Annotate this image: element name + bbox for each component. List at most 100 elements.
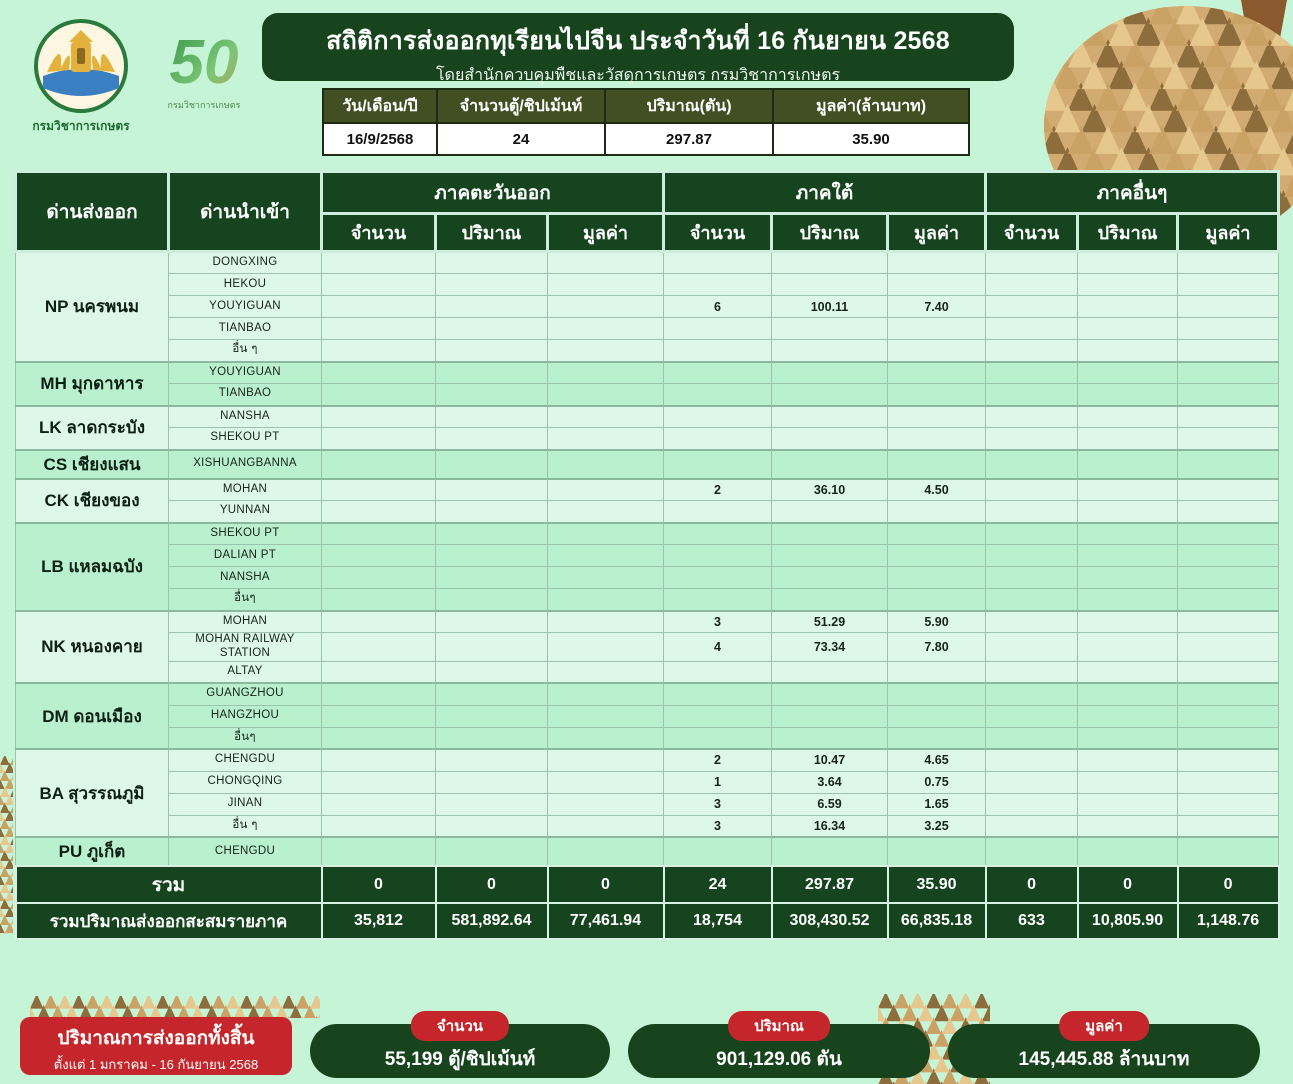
- value-cell: [886, 566, 987, 589]
- value-cell: [321, 566, 436, 589]
- value-cell: [547, 566, 664, 589]
- value-cell: [663, 726, 772, 750]
- value-cell: [321, 404, 436, 428]
- export-checkpoint-cell: CS เชียงแสน: [15, 448, 169, 479]
- value-cell: [985, 339, 1079, 362]
- table-row: TIANBAO: [16, 317, 1280, 340]
- value-cell: [1077, 770, 1179, 794]
- value-cell: [321, 273, 436, 296]
- value-cell: [321, 748, 436, 772]
- value-cell: [985, 726, 1079, 750]
- value-cell: [985, 814, 1079, 838]
- value-cell: [435, 339, 548, 362]
- title-banner: สถิติการส่งออกทุเรียนไปจีน ประจำวันที่ 1…: [262, 13, 1014, 84]
- table-row: ALTAY: [16, 660, 1280, 684]
- value-cell: [547, 660, 664, 684]
- cumulative-other-count: 633: [984, 902, 1079, 941]
- value-cell: [1177, 660, 1280, 684]
- value-cell: [663, 404, 772, 428]
- value-cell: [1077, 748, 1179, 772]
- value-cell: [1177, 632, 1280, 662]
- value-cell: [886, 521, 987, 545]
- value-cell: [435, 814, 548, 838]
- value-cell: [547, 317, 664, 340]
- table-row: NK หนองคาย MOHAN 3 51.29 5.90: [15, 609, 1280, 684]
- value-cell: [321, 477, 436, 501]
- table-row: JINAN 3 6.59 1.65: [16, 792, 1280, 816]
- total-other-count: 0: [984, 865, 1079, 905]
- import-port-cell: อื่นๆ: [168, 588, 322, 611]
- value-cell: [985, 609, 1079, 633]
- cumulative-south-volume: 308,430.52: [770, 902, 889, 941]
- value-cell: [547, 448, 664, 479]
- value-cell: [321, 360, 436, 384]
- value-cell: [435, 748, 548, 772]
- value-cell: [771, 704, 888, 728]
- cumulative-south-count: 18,754: [662, 902, 773, 941]
- export-checkpoint-header: ด่านส่งออก: [14, 170, 170, 253]
- cumulative-east-value: 77,461.94: [546, 902, 665, 941]
- value-cell: [1177, 792, 1280, 816]
- value-cell: [547, 588, 664, 611]
- value-cell: [547, 383, 664, 406]
- total-south-volume: 297.87: [770, 865, 889, 905]
- value-cell: [985, 588, 1079, 611]
- value-cell: [663, 544, 772, 567]
- value-cell: 6.59: [771, 792, 888, 816]
- metric-header-count: จำนวน: [984, 212, 1080, 253]
- total-row-label: รวม: [14, 865, 323, 905]
- grand-total-title: ปริมาณการส่งออกทั้งสิ้น: [57, 1028, 255, 1049]
- value-cell: [886, 448, 987, 479]
- value-cell: [1077, 273, 1179, 296]
- value-cell: [321, 814, 436, 838]
- table-row: MOHAN RAILWAY STATION 4 73.34 7.80: [16, 632, 1280, 662]
- value-cell: [547, 748, 664, 772]
- footer-pill-volume: ปริมาณ 901,129.06 ตัน: [628, 1011, 930, 1078]
- table-row: BA สุวรรณภูมิ CHENGDU 2 10.47 4.65: [15, 748, 1280, 838]
- cumulative-other-value: 1,148.76: [1176, 902, 1280, 941]
- table-row: LK ลาดกระบัง NANSHA: [15, 404, 1280, 450]
- import-port-cell: CHENGDU: [168, 748, 322, 772]
- value-cell: [1177, 383, 1280, 406]
- region-header-east: ภาคตะวันออก: [320, 170, 665, 215]
- value-cell: 10.47: [771, 748, 888, 772]
- value-cell: [547, 814, 664, 838]
- value-cell: [985, 273, 1079, 296]
- value-cell: 4.50: [886, 477, 987, 501]
- value-cell: [547, 273, 664, 296]
- value-cell: [321, 682, 436, 706]
- export-checkpoint-cell: NP นครพนม: [15, 250, 169, 362]
- value-cell: [663, 273, 772, 296]
- total-east-value: 0: [546, 865, 665, 905]
- value-cell: [1177, 544, 1280, 567]
- value-cell: [435, 726, 548, 750]
- value-cell: 7.40: [886, 295, 987, 318]
- value-cell: 3: [663, 609, 772, 633]
- value-cell: [1177, 404, 1280, 428]
- value-cell: [1077, 477, 1179, 501]
- value-cell: [886, 360, 987, 384]
- value-cell: [435, 273, 548, 296]
- value-cell: [435, 588, 548, 611]
- daily-header-value: มูลค่า(ล้านบาท): [772, 88, 970, 124]
- value-cell: 3: [663, 814, 772, 838]
- import-port-cell: JINAN: [168, 792, 322, 816]
- value-cell: [1077, 500, 1179, 523]
- value-cell: [1177, 295, 1280, 318]
- value-cell: [435, 404, 548, 428]
- value-cell: [321, 792, 436, 816]
- value-cell: [985, 521, 1079, 545]
- cumulative-other-volume: 10,805.90: [1076, 902, 1179, 941]
- total-east-count: 0: [320, 865, 437, 905]
- value-cell: [886, 704, 987, 728]
- value-cell: [1077, 836, 1179, 867]
- import-port-cell: ALTAY: [168, 660, 322, 684]
- daily-header-date: วัน/เดือน/ปี: [322, 88, 438, 124]
- value-cell: [886, 660, 987, 684]
- export-checkpoint-cell: LK ลาดกระบัง: [15, 404, 169, 450]
- import-port-cell: MOHAN RAILWAY STATION: [168, 632, 322, 662]
- region-header-south: ภาคใต้: [661, 170, 988, 215]
- metric-header-volume: ปริมาณ: [434, 212, 549, 253]
- value-cell: [435, 500, 548, 523]
- export-checkpoint-cell: CK เชียงของ: [15, 477, 169, 523]
